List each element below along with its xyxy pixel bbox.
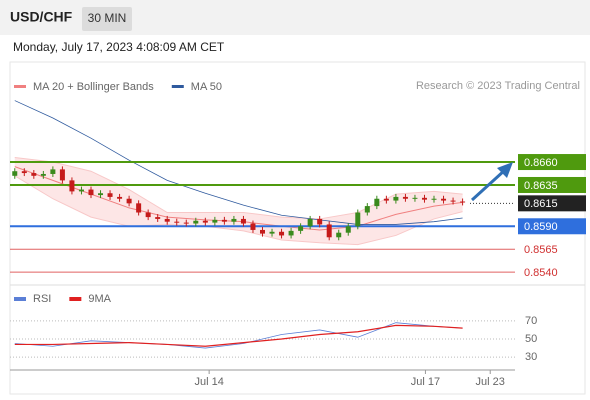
x-tick-label: Jul 14 [194, 376, 223, 388]
candle-body [12, 171, 18, 176]
interval[interactable]: 30 MIN [88, 11, 127, 25]
candle-body [374, 198, 380, 207]
candle-body [250, 223, 256, 230]
legend-label: MA 50 [191, 81, 222, 93]
y-tick-label: 70 [525, 315, 537, 327]
candle-body [402, 196, 408, 199]
symbol: USD/CHF [10, 9, 73, 25]
candle-body [145, 212, 151, 218]
candle-body [412, 197, 418, 199]
candle-body [31, 173, 37, 176]
candle-body [155, 217, 161, 219]
candle-body [59, 169, 65, 181]
legend-label: MA 20 + Bollinger Bands [33, 81, 154, 93]
level-tag [518, 218, 586, 235]
legend-swatch [14, 297, 26, 301]
candle-body [193, 220, 199, 224]
candle-body [212, 219, 218, 223]
candle-body [298, 226, 304, 231]
legend-swatch [171, 85, 184, 88]
candle-body [431, 198, 437, 200]
candle-body [355, 212, 361, 227]
candle-body [40, 173, 46, 176]
candle-body [240, 218, 246, 224]
candle-body [231, 218, 237, 222]
candle-body [364, 206, 370, 213]
candle-body [78, 189, 84, 192]
candle-body [336, 232, 342, 238]
level-label: 0.8660 [524, 157, 558, 169]
credit: Research © 2023 Trading Central [416, 80, 580, 92]
level-label: 0.8590 [524, 221, 558, 233]
candle-body [279, 231, 285, 236]
candle-body [117, 196, 123, 199]
forecast-arrow [470, 168, 507, 202]
candle-body [183, 222, 189, 224]
x-tick-label: Jul 17 [411, 376, 440, 388]
candle-body [307, 218, 313, 227]
bb-lower [14, 175, 463, 246]
candle-body [460, 201, 466, 203]
candle-body [450, 200, 456, 202]
legend-swatch [69, 297, 82, 301]
legend-label: RSI [33, 293, 51, 305]
candle-body [174, 221, 180, 223]
candle-body [136, 203, 142, 213]
level-label: 0.8565 [524, 244, 558, 256]
candle-body [441, 198, 447, 201]
candle-body [221, 219, 227, 222]
level-tag [518, 195, 586, 212]
candle-body [50, 169, 56, 174]
candle-body [383, 198, 389, 201]
candle-body [288, 230, 294, 236]
candle-body [88, 189, 94, 196]
candle-body [393, 196, 399, 201]
candle-body [202, 220, 208, 223]
legend-label: 9MA [88, 293, 111, 305]
candle-body [69, 180, 75, 192]
interval-badge[interactable] [82, 7, 132, 31]
datetime: Monday, July 17, 2023 4:08:09 AM CET [13, 40, 225, 54]
level-tag [518, 154, 586, 171]
level-label: 0.8615 [524, 198, 558, 210]
arrow-head [497, 162, 513, 178]
candle-body [345, 226, 351, 233]
candle-body [164, 218, 170, 222]
x-tick-label: Jul 23 [476, 376, 505, 388]
y-tick-label: 50 [525, 333, 537, 345]
y-tick-label: 30 [525, 351, 537, 363]
indicator-line [14, 324, 463, 347]
candle-body [269, 231, 275, 234]
legend-swatch [14, 85, 26, 88]
candle-body [421, 197, 427, 200]
level-label: 0.8540 [524, 267, 558, 279]
candle-body [326, 224, 332, 238]
candle-body [260, 229, 265, 234]
candle-body [98, 193, 104, 196]
candle-body [107, 193, 113, 197]
indicator-line [14, 322, 463, 349]
bollinger-band [14, 157, 463, 245]
level-tag [518, 176, 586, 193]
candle-body [317, 218, 323, 225]
ma50-line [14, 100, 463, 225]
candle-body [21, 171, 27, 174]
candle-body [126, 198, 132, 204]
level-label: 0.8635 [524, 180, 558, 192]
